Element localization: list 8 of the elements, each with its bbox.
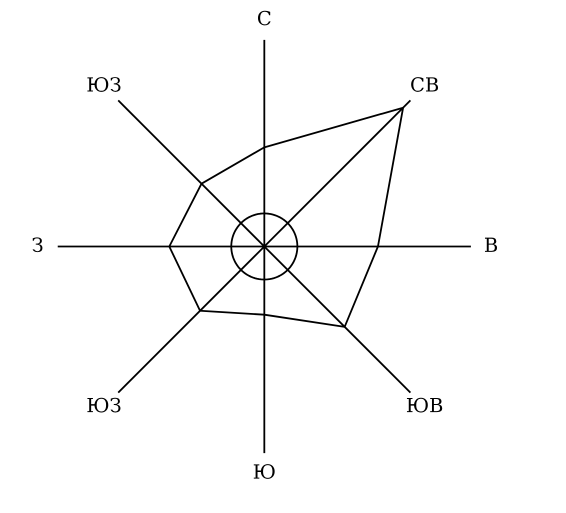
spoke-label: СВ — [411, 77, 438, 92]
spoke-label: ЮЗ — [87, 77, 120, 92]
spoke-label: С — [258, 10, 271, 26]
spoke-label: З — [32, 237, 42, 252]
spoke-label: Ю — [254, 464, 275, 479]
spoke-label: ЮВ — [406, 398, 442, 412]
spoke-label: ЮЗ — [87, 398, 120, 412]
spoke-label: В — [484, 238, 498, 252]
